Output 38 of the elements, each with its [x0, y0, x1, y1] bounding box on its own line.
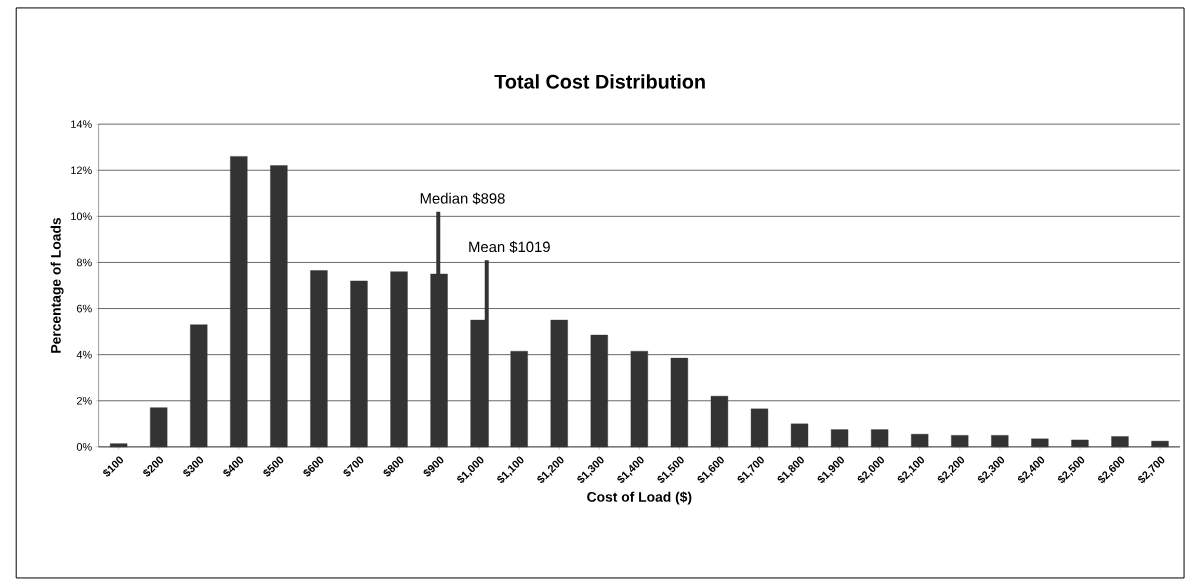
bar — [750, 408, 769, 448]
bar — [911, 434, 929, 448]
bar — [390, 271, 408, 448]
y-tick-label: 8% — [76, 258, 92, 267]
annotation: Mean $1019 — [469, 241, 550, 254]
annotation: Median $898 — [420, 192, 505, 205]
x-axis-title: Cost of Load ($) — [587, 491, 692, 505]
bar — [1031, 438, 1049, 448]
bar — [1151, 440, 1169, 448]
bar — [710, 396, 729, 448]
bar — [951, 435, 969, 448]
y-tick-label: 10% — [71, 212, 92, 221]
bar — [871, 429, 889, 448]
y-axis-title: Percentage of Loads — [50, 218, 64, 353]
bar — [550, 319, 568, 448]
bar — [350, 280, 368, 448]
bar — [1111, 436, 1129, 448]
bar — [270, 165, 288, 448]
bar — [150, 407, 168, 448]
bar — [790, 423, 809, 448]
bar — [190, 324, 208, 448]
y-tick-label: 0% — [76, 443, 92, 451]
chart-title: Total Cost Distribution — [494, 74, 705, 89]
y-tick-label: 6% — [76, 304, 92, 313]
bar — [630, 351, 648, 448]
bar — [310, 270, 328, 448]
y-tick-label: 14% — [71, 120, 92, 128]
y-tick-label: 4% — [76, 350, 92, 359]
bar — [830, 429, 849, 448]
bar — [590, 334, 608, 448]
bar — [991, 435, 1009, 448]
bar — [110, 443, 128, 448]
y-tick-label: 12% — [71, 166, 92, 175]
bar — [510, 351, 528, 448]
y-tick-label: 2% — [76, 397, 92, 405]
bar — [230, 156, 248, 448]
bar — [1071, 439, 1089, 448]
bar — [670, 357, 689, 448]
